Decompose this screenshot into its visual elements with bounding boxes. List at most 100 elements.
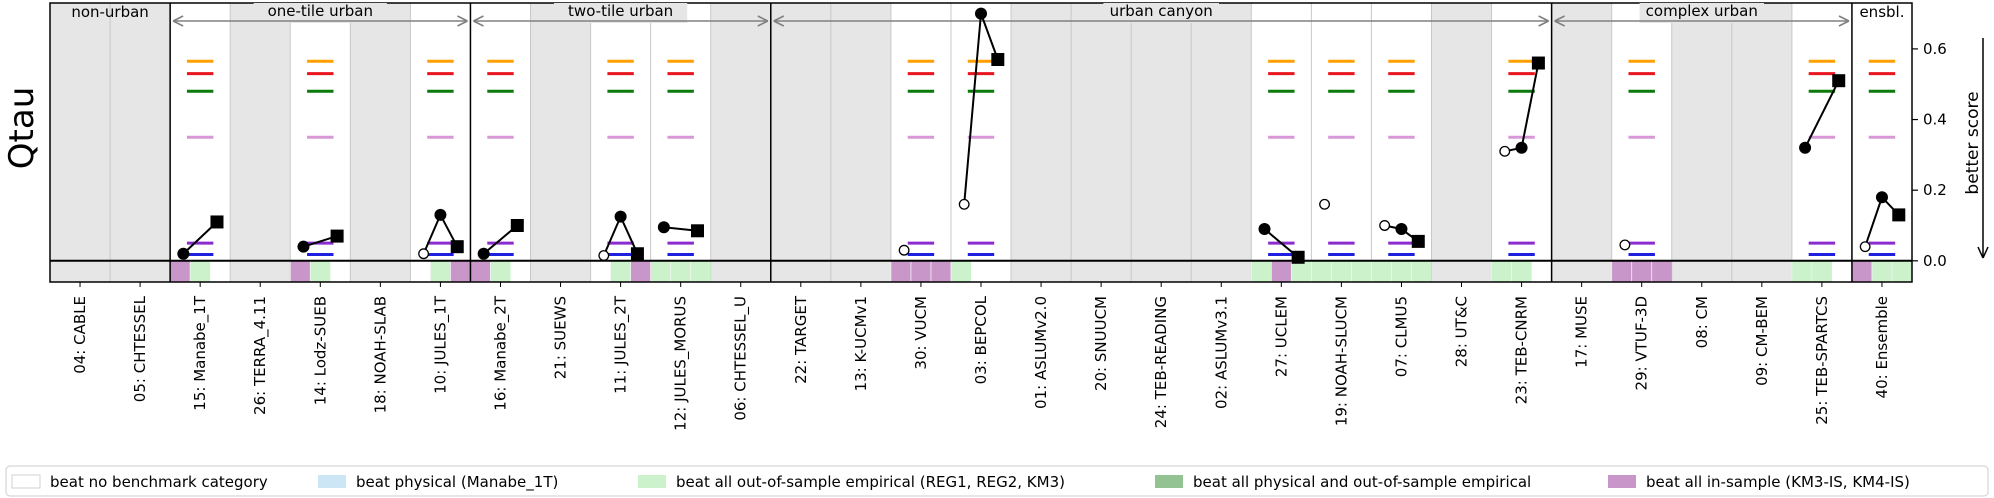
column-bg-5 [350,3,411,282]
x-tick-label: 11: JULES_2T [612,295,631,394]
beat-cell [910,260,931,282]
group-headers: non-urban one-tile urban two-tile urban urb… [71,2,1904,27]
column-bg-8 [530,3,591,282]
beat-cell [430,260,451,282]
beat-cell [1251,260,1272,282]
column-bg-15 [950,3,1012,282]
better-score-label: better score [1963,91,1983,194]
x-tick-label: 02: ASLUMv3.1 [1212,296,1230,409]
filled-circle-marker [614,210,627,223]
x-tick-label: 26: TERRA_4.11 [251,296,270,415]
filled-circle-marker [477,247,490,260]
beat-cell [1791,260,1812,282]
beat-cell [310,260,331,282]
group-label: complex urban [1646,2,1758,20]
beat-cell [1391,260,1412,282]
column-bg-11 [710,3,771,282]
square-marker [690,224,704,238]
beat-cell [190,260,211,282]
group-label-bg [253,3,387,23]
filled-circle-marker [1515,141,1528,154]
beat-cell [1511,260,1532,282]
data-markers [177,7,1906,264]
beat-cell [930,260,951,282]
x-tick-label: 12: JULES_MORUS [672,296,691,431]
x-tick-label: 25: TEB-SPARTCS [1813,296,1831,425]
column-bg-13 [830,3,891,282]
square-marker [510,218,524,232]
benchmark-lines [186,59,1896,256]
x-tick-label: 13: K-UCMv1 [852,296,870,391]
column-bg-19 [1191,3,1252,282]
column-bg-28 [1731,3,1792,282]
group-arrow-left [473,15,484,27]
beat-strip [169,260,1912,282]
open-circle-marker [598,250,610,261]
group-arrow-right [757,15,769,27]
x-tick-label: 10: JULES_1T [431,295,450,394]
x-tick-label: 18: NOAH-SLAB [371,296,389,413]
square-marker [210,215,224,229]
column-bg-21 [1311,3,1372,282]
x-tick-label: 22: TARGET [792,295,810,384]
beat-cell [470,260,491,282]
beat-cell [1291,260,1312,282]
square-marker [630,247,644,261]
square-marker [1832,74,1846,88]
open-circle-marker [1859,241,1871,253]
legend-swatch [318,475,346,488]
column-bg-7 [470,3,531,282]
column-bg-27 [1671,3,1732,282]
open-circle-marker [1319,198,1331,210]
beat-cell [950,260,971,282]
column-bg-17 [1071,3,1132,282]
legend-entry-label: beat no benchmark category [50,473,268,491]
group-arrow-right [1538,15,1549,27]
open-circle-marker [898,244,910,256]
beat-cell [1651,260,1672,282]
x-tick-label: 04: CABLE [71,296,89,374]
column-bg-3 [230,3,291,282]
group-label-bg [554,3,688,23]
square-marker [1411,234,1425,248]
legend-frame [5,465,1989,497]
x-tick-label: 06: CHTESSEL_U [732,296,751,421]
beat-cell [290,260,311,282]
beat-cell [1491,260,1512,282]
open-circle-marker [1379,220,1391,231]
filled-circle-marker [1799,141,1812,154]
x-tick-label: 30: VUCM [912,296,930,370]
x-tick-label: 14: Lodz-SUEB [311,296,329,405]
x-tick-label: 08: CM [1693,296,1711,348]
model-score-line [1804,80,1840,149]
x-tick-label: 07: CLMU5 [1392,296,1410,377]
x-tick-labels: 04: CABLE 05: CHTESSEL 15: Manabe_1T 26: TE… [71,282,1891,431]
legend-entry-label: beat all physical and out-of-sample empi… [1193,473,1531,491]
column-bg-30 [1851,3,1912,282]
beat-cell [1891,260,1912,282]
filled-circle-marker [657,221,670,234]
beat-cell [1871,260,1892,282]
group-arrow-left [773,15,785,27]
group-arrow-right [1838,15,1850,27]
filled-circle-marker [297,240,310,253]
legend-swatch [1608,475,1636,488]
x-tick-label: 09: CM-BEM [1753,296,1771,386]
beat-cell [490,260,511,282]
column-bg-14 [890,3,951,282]
x-tick-label: 21: SUEWS [552,296,570,379]
group-label: non-urban [71,3,149,21]
open-circle-marker [418,248,430,260]
x-tick-label: 20: SNUUCM [1092,296,1110,391]
beat-cell [890,260,911,282]
beat-cell [450,260,471,282]
square-marker [1291,250,1305,264]
open-circle-marker [958,198,970,210]
group-arrow-left [1554,15,1565,27]
filled-circle-marker [434,208,447,221]
column-bg-12 [770,3,831,282]
legend-entry-label: beat all out-of-sample empirical (REG1, … [676,473,1065,491]
y-tick-label: 0.0 [1923,252,1947,270]
beat-cell [670,260,691,282]
column-bg-18 [1131,3,1192,282]
